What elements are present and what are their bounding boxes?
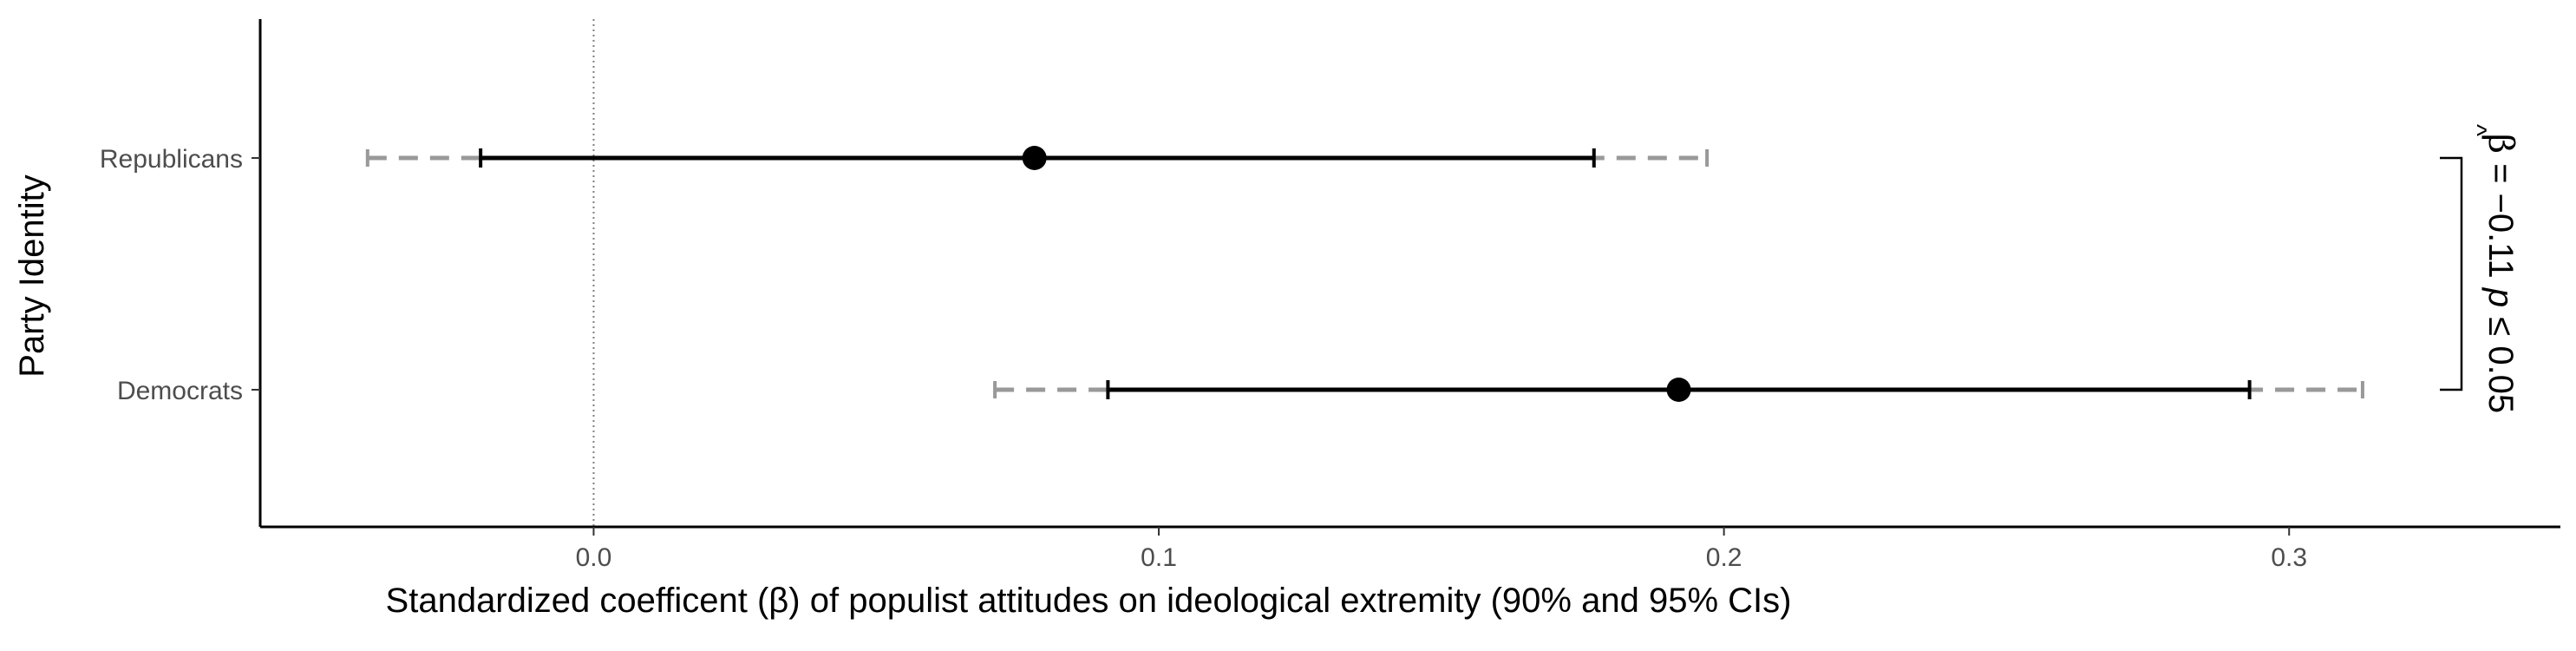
x-tick-label: 0.2	[1706, 543, 1742, 572]
y-ticks: Republicans Democrats	[100, 145, 260, 405]
significance-annotation: β = −0.11 p ≤ 0.05 ^	[2440, 124, 2520, 413]
p-symbol: p	[2481, 287, 2520, 307]
y-tick-label-democrats: Democrats	[117, 377, 243, 405]
significance-label: β = −0.11 p ≤ 0.05	[2481, 134, 2520, 413]
estimate-point-democrats	[1666, 378, 1691, 402]
significance-value: = −0.11	[2481, 154, 2520, 288]
significance-threshold: ≤ 0.05	[2481, 307, 2520, 413]
beta-hat-accent: ^	[2462, 124, 2491, 136]
estimate-point-republicans	[1022, 146, 1047, 170]
points-layer	[1022, 146, 1691, 402]
significance-bracket	[2440, 156, 2463, 391]
y-tick-label-republicans: Republicans	[100, 145, 243, 174]
ci90-layer	[479, 148, 2252, 399]
x-tick-label: 0.3	[2271, 543, 2307, 572]
x-tick-label: 0.0	[576, 543, 612, 572]
x-axis-title: Standardized coefficent (β) of populist …	[386, 582, 1792, 620]
beta-hat-symbol: β	[2481, 134, 2520, 154]
axes	[258, 19, 2560, 529]
x-ticks: 0.0 0.1 0.2 0.3	[576, 527, 2307, 572]
y-axis-title: Party Identity	[13, 174, 51, 377]
x-tick-label: 0.1	[1141, 543, 1177, 572]
ci95-layer	[365, 149, 2364, 398]
